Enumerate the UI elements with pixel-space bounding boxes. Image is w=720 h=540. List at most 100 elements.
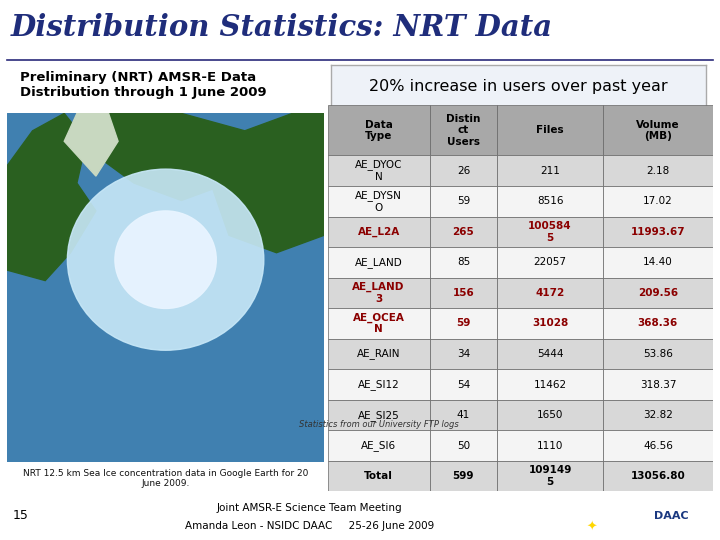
Bar — [328, 186, 430, 217]
Text: Amanda Leon - NSIDC DAAC     25-26 June 2009: Amanda Leon - NSIDC DAAC 25-26 June 2009 — [185, 522, 434, 531]
Bar — [328, 217, 430, 247]
Ellipse shape — [115, 211, 216, 308]
Text: 59: 59 — [456, 197, 470, 206]
Bar — [328, 308, 430, 339]
Polygon shape — [7, 183, 52, 253]
Bar — [497, 400, 603, 430]
Bar — [603, 308, 713, 339]
Bar — [497, 339, 603, 369]
Text: 109149
5: 109149 5 — [528, 465, 572, 487]
Text: AE_L2A: AE_L2A — [358, 227, 400, 237]
Bar — [430, 461, 497, 491]
Text: Distin
ct
Users: Distin ct Users — [446, 114, 480, 147]
Bar — [430, 156, 497, 186]
Text: 31028: 31028 — [532, 319, 568, 328]
Bar — [328, 369, 430, 400]
Text: 265: 265 — [452, 227, 474, 237]
Bar — [603, 339, 713, 369]
Text: 209.56: 209.56 — [638, 288, 678, 298]
Text: 15: 15 — [13, 509, 29, 522]
Text: AE_SI6: AE_SI6 — [361, 440, 396, 451]
Text: 34: 34 — [456, 349, 470, 359]
Text: Preliminary (NRT) AMSR-E Data
Distribution through 1 June 2009: Preliminary (NRT) AMSR-E Data Distributi… — [20, 71, 266, 99]
Text: 54: 54 — [456, 380, 470, 389]
Bar — [603, 278, 713, 308]
Bar — [430, 278, 497, 308]
Text: 26: 26 — [456, 166, 470, 176]
Bar — [430, 105, 497, 156]
Text: Total: Total — [364, 471, 393, 481]
Text: 4172: 4172 — [536, 288, 564, 298]
Bar — [430, 369, 497, 400]
Bar — [603, 400, 713, 430]
Bar — [497, 247, 603, 278]
Bar — [603, 105, 713, 156]
Bar — [328, 247, 430, 278]
Text: AE_RAIN: AE_RAIN — [357, 348, 400, 360]
Text: 14.40: 14.40 — [643, 258, 672, 267]
Text: 318.37: 318.37 — [639, 380, 676, 389]
Text: 41: 41 — [456, 410, 470, 420]
Ellipse shape — [68, 169, 264, 350]
Text: NSIDC: NSIDC — [575, 507, 609, 517]
Text: 5444: 5444 — [537, 349, 563, 359]
Bar — [430, 217, 497, 247]
Text: AE_LAND
3: AE_LAND 3 — [353, 282, 405, 304]
Bar — [603, 217, 713, 247]
Text: 17.02: 17.02 — [643, 197, 672, 206]
Bar — [328, 400, 430, 430]
Text: AE_DYOC
N: AE_DYOC N — [355, 159, 402, 182]
Bar — [328, 430, 430, 461]
Polygon shape — [159, 120, 197, 176]
Bar — [603, 369, 713, 400]
Bar — [430, 400, 497, 430]
Bar — [603, 461, 713, 491]
Bar — [328, 156, 430, 186]
Text: AE_SI25: AE_SI25 — [358, 410, 400, 421]
Bar — [603, 186, 713, 217]
Bar — [430, 247, 497, 278]
Bar — [430, 308, 497, 339]
Bar — [497, 156, 603, 186]
Bar — [603, 247, 713, 278]
Bar — [497, 369, 603, 400]
Text: 11462: 11462 — [534, 380, 567, 389]
Text: Distribution Statistics: NRT Data: Distribution Statistics: NRT Data — [11, 13, 553, 42]
Bar — [430, 430, 497, 461]
Text: 599: 599 — [453, 471, 474, 481]
Text: 50: 50 — [456, 441, 470, 450]
Text: DAAC: DAAC — [654, 511, 689, 521]
Text: AE_LAND: AE_LAND — [355, 257, 402, 268]
Text: 53.86: 53.86 — [643, 349, 673, 359]
Bar — [497, 308, 603, 339]
Text: Files: Files — [536, 125, 564, 136]
Text: 368.36: 368.36 — [638, 319, 678, 328]
Text: 32.82: 32.82 — [643, 410, 673, 420]
Bar — [328, 278, 430, 308]
Text: 11993.67: 11993.67 — [631, 227, 685, 237]
Text: 100584
5: 100584 5 — [528, 221, 572, 242]
Bar — [603, 430, 713, 461]
Bar — [497, 461, 603, 491]
Polygon shape — [64, 113, 118, 176]
Bar — [328, 105, 430, 156]
Bar — [497, 105, 603, 156]
Bar — [603, 156, 713, 186]
Text: 211: 211 — [540, 166, 560, 176]
Text: 46.56: 46.56 — [643, 441, 673, 450]
Text: AE_OCEA
N: AE_OCEA N — [353, 313, 405, 334]
Bar — [328, 461, 430, 491]
Bar — [497, 186, 603, 217]
Bar — [497, 278, 603, 308]
Text: Volume
(MB): Volume (MB) — [636, 119, 680, 141]
Text: Data
Type: Data Type — [365, 119, 392, 141]
Text: 156: 156 — [452, 288, 474, 298]
Text: 8516: 8516 — [537, 197, 563, 206]
Bar — [497, 217, 603, 247]
Text: 1110: 1110 — [537, 441, 563, 450]
Text: 85: 85 — [456, 258, 470, 267]
Text: 13056.80: 13056.80 — [631, 471, 685, 481]
Text: 2.18: 2.18 — [647, 166, 670, 176]
Text: AE_SI12: AE_SI12 — [358, 379, 400, 390]
Text: Joint AMSR-E Science Team Meeting: Joint AMSR-E Science Team Meeting — [217, 503, 402, 514]
